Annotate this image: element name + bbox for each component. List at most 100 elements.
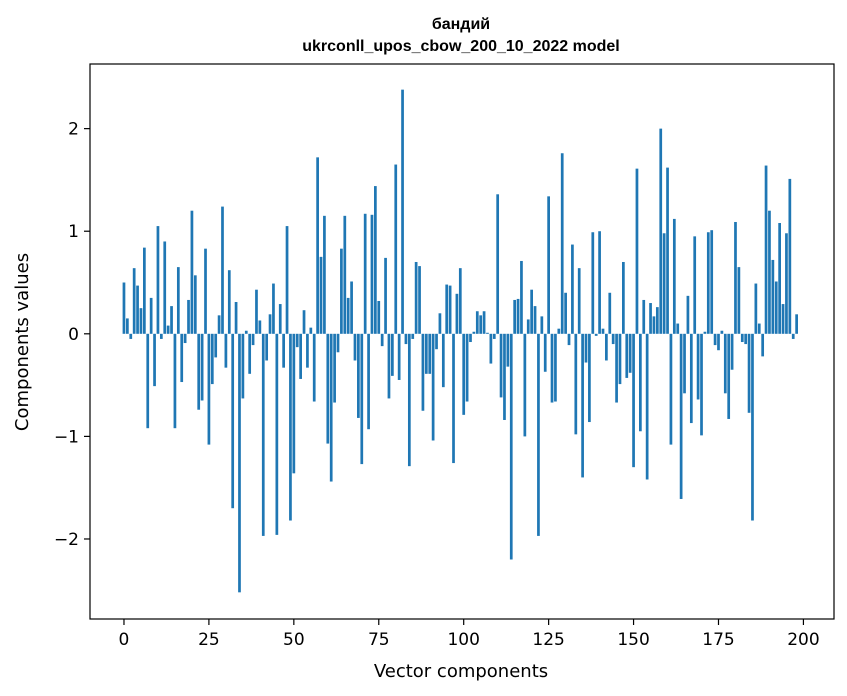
bar: [550, 333, 554, 403]
bar: [584, 333, 588, 363]
bar: [605, 333, 608, 361]
bar: [268, 314, 272, 334]
bar: [309, 327, 313, 334]
bar: [723, 333, 727, 394]
bar: [411, 333, 415, 339]
bar: [384, 257, 387, 334]
bar: [319, 256, 323, 334]
bar: [204, 248, 207, 334]
bar: [513, 299, 517, 334]
bar: [679, 333, 683, 499]
bar: [265, 333, 269, 361]
bar: [608, 292, 612, 334]
bar: [452, 333, 455, 464]
x-tick-label: 125: [532, 630, 564, 650]
bar: [615, 333, 618, 403]
bar: [696, 333, 700, 400]
bar: [639, 333, 642, 432]
bar: [231, 333, 235, 509]
bar: [166, 325, 170, 334]
bar: [445, 284, 449, 334]
bar: [795, 314, 798, 334]
bar: [706, 232, 710, 334]
bar: [238, 333, 241, 593]
bar: [730, 333, 734, 370]
bar: [774, 281, 778, 334]
bar: [255, 289, 258, 334]
bar: [540, 316, 544, 334]
bar: [475, 311, 479, 334]
bar: [424, 333, 428, 374]
bar: [757, 323, 761, 334]
bar: [642, 299, 646, 334]
bar: [407, 333, 411, 467]
bar: [431, 333, 435, 441]
bar: [747, 333, 751, 413]
bar: [717, 333, 720, 351]
bar: [248, 333, 252, 374]
bar: [781, 304, 785, 334]
bar: [482, 311, 486, 334]
bar: [560, 153, 564, 334]
x-tick-label: 50: [283, 630, 305, 650]
chart-title: бандий: [432, 16, 490, 33]
bar: [187, 299, 190, 334]
bar: [672, 218, 676, 334]
bar: [357, 333, 360, 418]
bar: [159, 333, 163, 339]
bar: [740, 333, 744, 343]
bars-group: [122, 89, 798, 593]
bar: [214, 333, 218, 358]
bar: [768, 210, 771, 334]
bar: [282, 333, 285, 368]
bar: [520, 260, 523, 334]
bar: [326, 333, 330, 444]
bar: [207, 333, 211, 445]
bar: [625, 333, 629, 378]
y-axis-label: Components values: [12, 253, 33, 431]
bar: [686, 295, 690, 334]
bar: [571, 244, 574, 334]
bar: [302, 310, 306, 334]
bar: [363, 213, 367, 334]
bar: [170, 306, 173, 334]
bar: [628, 333, 632, 373]
bar: [543, 333, 547, 372]
bar: [244, 330, 248, 334]
bar: [577, 268, 581, 334]
bar: [292, 333, 296, 474]
bar: [132, 268, 136, 334]
bar: [217, 315, 221, 334]
bar: [703, 331, 707, 334]
bar: [713, 333, 717, 346]
bar: [323, 215, 326, 334]
bar: [346, 297, 350, 334]
chart-subtitle: ukrconll_upos_cbow_200_10_2022 model: [302, 38, 619, 55]
bar: [139, 308, 143, 334]
bar: [734, 221, 737, 334]
bar: [581, 333, 584, 478]
bar: [421, 333, 425, 411]
bar: [489, 333, 493, 364]
bar: [486, 332, 489, 334]
bar: [689, 333, 693, 424]
bar: [367, 333, 370, 430]
bar: [574, 333, 578, 435]
bar: [469, 333, 472, 343]
bar: [530, 289, 533, 334]
bar: [414, 261, 418, 334]
bar: [662, 233, 666, 334]
bar: [764, 165, 768, 334]
plot-frame: [89, 63, 835, 620]
bar: [428, 333, 432, 374]
bar: [611, 333, 615, 345]
bar: [700, 333, 703, 436]
bar: [526, 319, 530, 334]
bar: [193, 275, 197, 334]
x-axis-ticks: 0 25 50 75 100 125 150 175 200: [119, 619, 820, 650]
bar: [241, 333, 245, 399]
bar: [727, 333, 731, 419]
bar: [441, 333, 445, 388]
x-tick-label: 175: [702, 630, 734, 650]
